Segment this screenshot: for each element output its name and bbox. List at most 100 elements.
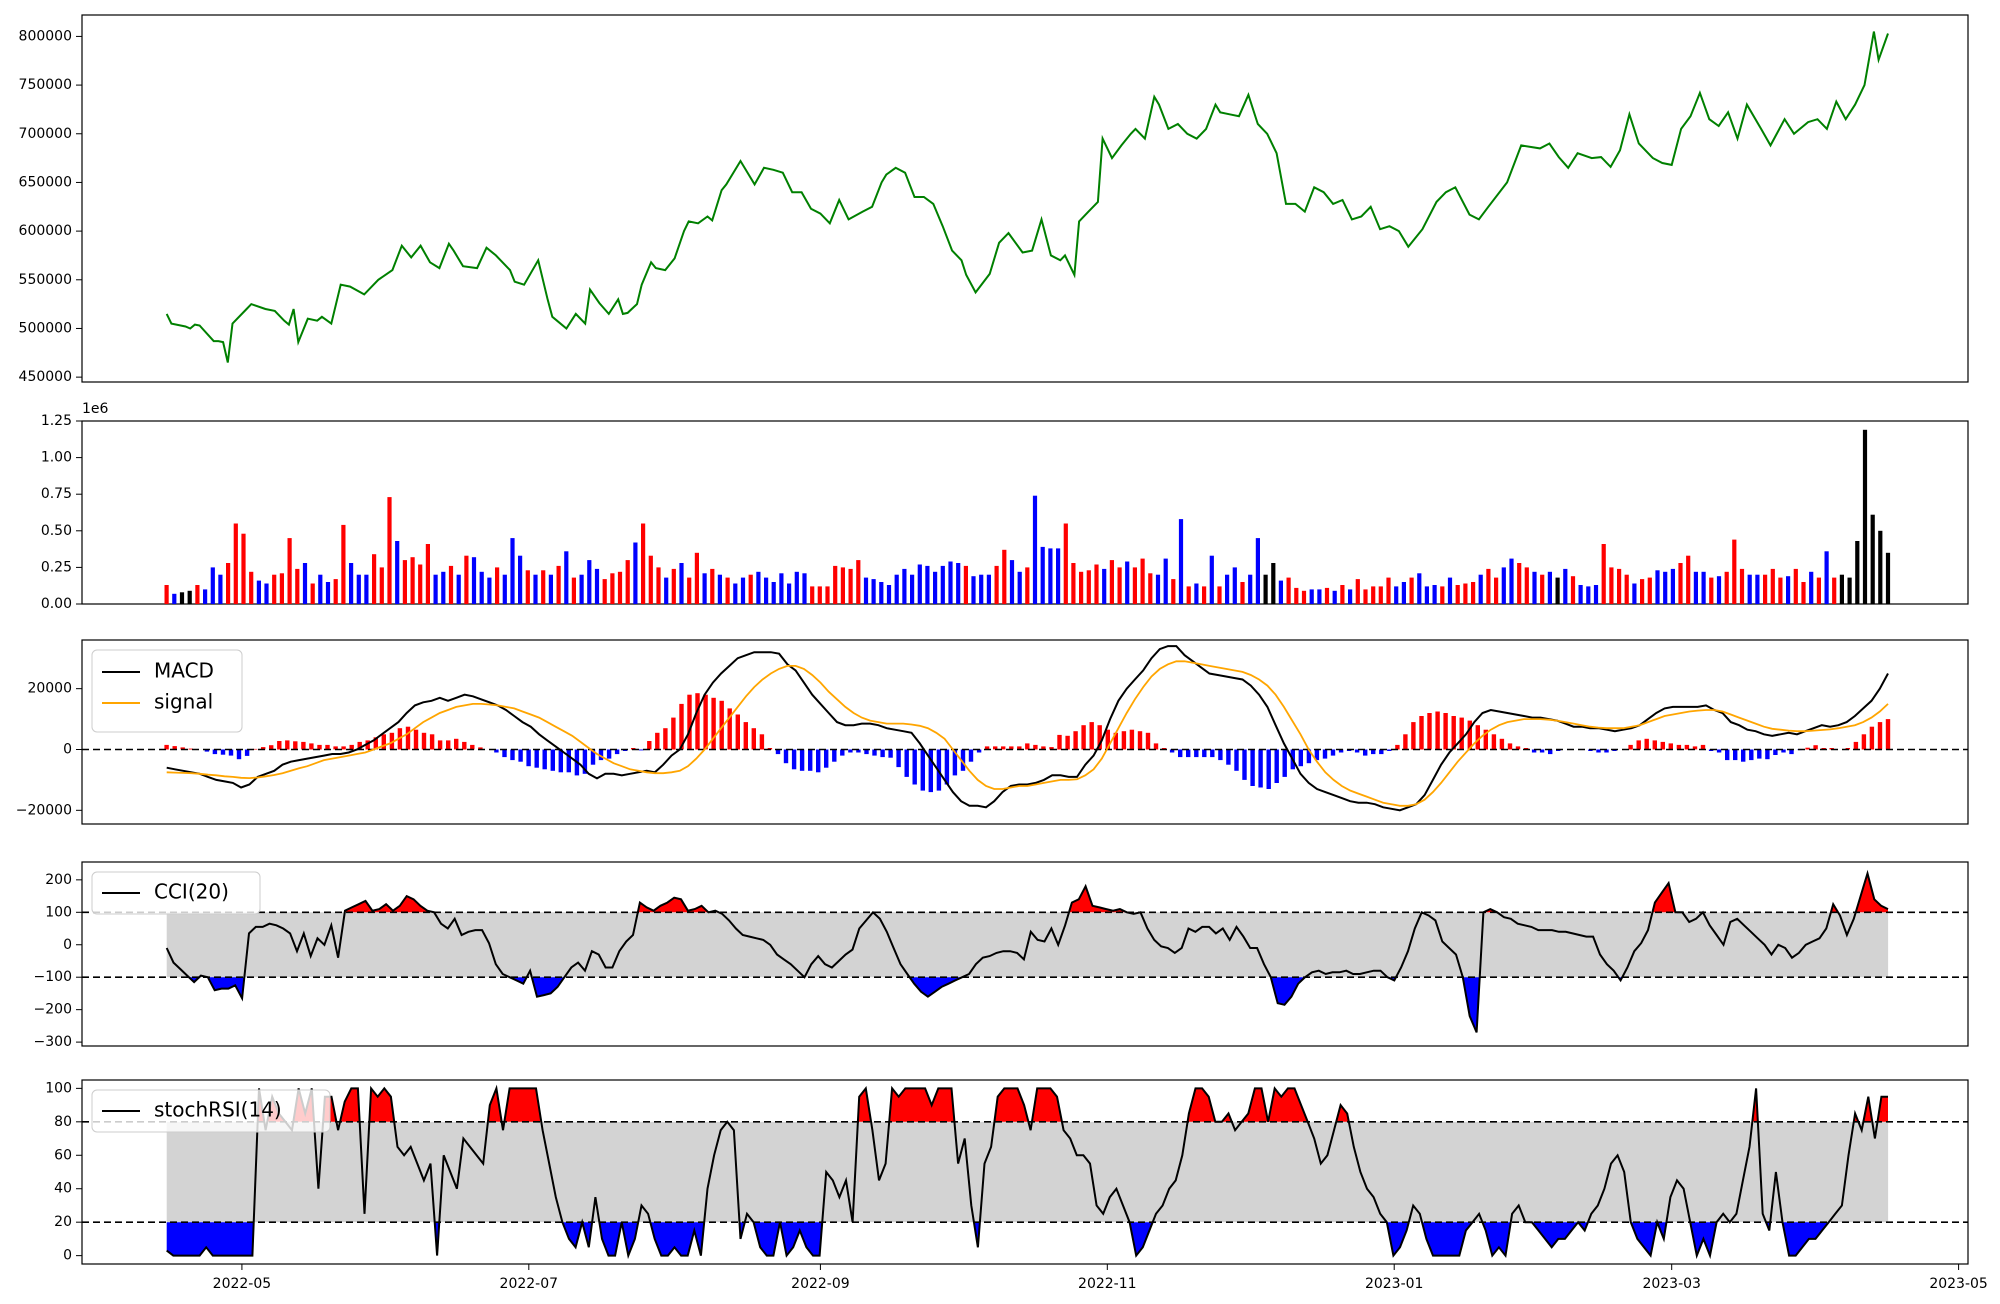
volume-bar	[502, 574, 507, 604]
macd-histogram-bar	[373, 737, 378, 750]
cci-overbought-fill	[344, 896, 435, 913]
volume-bar	[256, 580, 261, 604]
macd-histogram-bar	[1250, 749, 1255, 786]
volume-bar	[1463, 583, 1468, 604]
y-tick-label: 700000	[19, 126, 72, 142]
volume-bar	[748, 574, 753, 604]
macd-histogram-bar	[164, 744, 169, 750]
macd-histogram-bar	[1733, 749, 1738, 761]
macd-histogram-bar	[928, 749, 933, 793]
cci-oversold-fill	[531, 977, 565, 997]
macd-histogram-bar	[920, 749, 925, 791]
volume-bar	[1870, 514, 1875, 604]
volume-bar	[379, 567, 384, 604]
volume-bar	[1701, 571, 1706, 604]
y-tick-label: 20	[54, 1214, 72, 1230]
macd-histogram-bar	[1354, 749, 1360, 753]
volume-bar	[1056, 548, 1061, 604]
macd-histogram-bar	[1169, 749, 1175, 753]
volume-bar	[1847, 577, 1852, 604]
y-tick-label: 1.00	[41, 450, 72, 466]
volume-bar	[226, 563, 231, 604]
volume-bar	[1555, 577, 1560, 604]
macd-histogram-bar	[534, 749, 539, 768]
volume-bar	[1117, 567, 1122, 604]
volume-bar	[1547, 571, 1552, 604]
macd-histogram-bar	[896, 749, 901, 768]
volume-bar	[272, 574, 277, 604]
macd-histogram-bar	[727, 708, 732, 750]
macd-histogram-bar	[1129, 729, 1135, 750]
volume-bar	[717, 574, 722, 604]
volume-bar	[779, 573, 784, 604]
volume-bar	[848, 568, 853, 604]
x-tick-label: 2023-03	[1642, 1276, 1701, 1292]
volume-bar	[1240, 582, 1245, 604]
cci-line	[165, 869, 1889, 1033]
macd-histogram-bar	[518, 749, 523, 762]
macd-histogram-bar	[1773, 749, 1778, 755]
macd-histogram-bar	[301, 741, 306, 750]
macd-histogram-bar	[1515, 746, 1521, 750]
macd-histogram-bar	[1186, 749, 1191, 758]
stochrsi-overbought-fill	[487, 1088, 502, 1122]
macd-histogram-bar	[542, 749, 547, 770]
volume-bar	[1378, 586, 1383, 604]
macd-histogram-bar	[244, 749, 250, 756]
volume-bar	[349, 563, 354, 604]
volume-bar	[1678, 563, 1683, 604]
volume-bar	[1248, 574, 1253, 604]
macd-histogram-bar	[759, 734, 765, 750]
volume-bar	[1432, 585, 1437, 604]
stochrsi-oversold-fill	[780, 1222, 823, 1256]
volume-bar	[948, 561, 953, 604]
volume-bar	[1178, 519, 1184, 604]
macd-histogram-bar	[1507, 743, 1513, 750]
macd-histogram-bar	[832, 749, 837, 762]
volume-bar	[940, 565, 945, 604]
macd-histogram-bar	[1242, 749, 1247, 780]
macd-histogram-bar	[1725, 749, 1730, 761]
macd-histogram-bar	[743, 722, 748, 750]
volume-bar	[1801, 582, 1806, 604]
volume-bar	[218, 574, 223, 604]
macd-histogram-bar	[1274, 749, 1279, 783]
volume-bar	[725, 577, 730, 604]
y-tick-label: 0.50	[41, 523, 72, 539]
stochrsi-oversold-fill	[1422, 1222, 1473, 1256]
macd-histogram-bar	[1869, 726, 1875, 750]
macd-histogram-bar	[663, 728, 668, 750]
macd-histogram-bar	[1765, 749, 1770, 760]
macd-histogram-bar	[1668, 743, 1673, 750]
cci-oversold-fill	[1462, 977, 1480, 1033]
volume-bar	[187, 590, 192, 604]
macd-histogram-bar	[1178, 749, 1183, 758]
macd-histogram-bar	[799, 749, 805, 771]
y-tick-label: −200	[34, 1002, 72, 1018]
macd-histogram-bar	[204, 749, 210, 752]
volume-bar	[733, 583, 738, 604]
macd-histogram-bar	[413, 729, 419, 750]
volume-bar	[1640, 579, 1645, 604]
macd-histogram-bar	[687, 694, 692, 750]
volume-bar	[1478, 574, 1483, 604]
volume-bar	[1878, 530, 1883, 604]
volume-bar	[1455, 585, 1460, 604]
volume-bar	[279, 573, 284, 604]
volume-offset-label: 1e6	[82, 401, 109, 417]
legend-label-macd-line: MACD	[154, 659, 214, 683]
volume-bar	[679, 563, 684, 604]
macd-histogram-bar	[1121, 731, 1127, 750]
volume-bar	[425, 544, 430, 604]
volume-bar	[1048, 548, 1053, 604]
cci-legend: CCI(20)	[91, 871, 261, 915]
volume-bar	[1532, 571, 1537, 604]
y-tick-label: 100	[45, 1080, 72, 1096]
volume-bar	[364, 574, 369, 604]
macd-histogram-bar	[1218, 749, 1223, 761]
volume-bar	[533, 574, 538, 604]
macd-histogram-bar	[1411, 722, 1416, 750]
cci-legend-label: CCI(20)	[154, 880, 229, 904]
volume-bar	[1017, 571, 1022, 604]
macd-histogram-bar	[1531, 749, 1537, 753]
